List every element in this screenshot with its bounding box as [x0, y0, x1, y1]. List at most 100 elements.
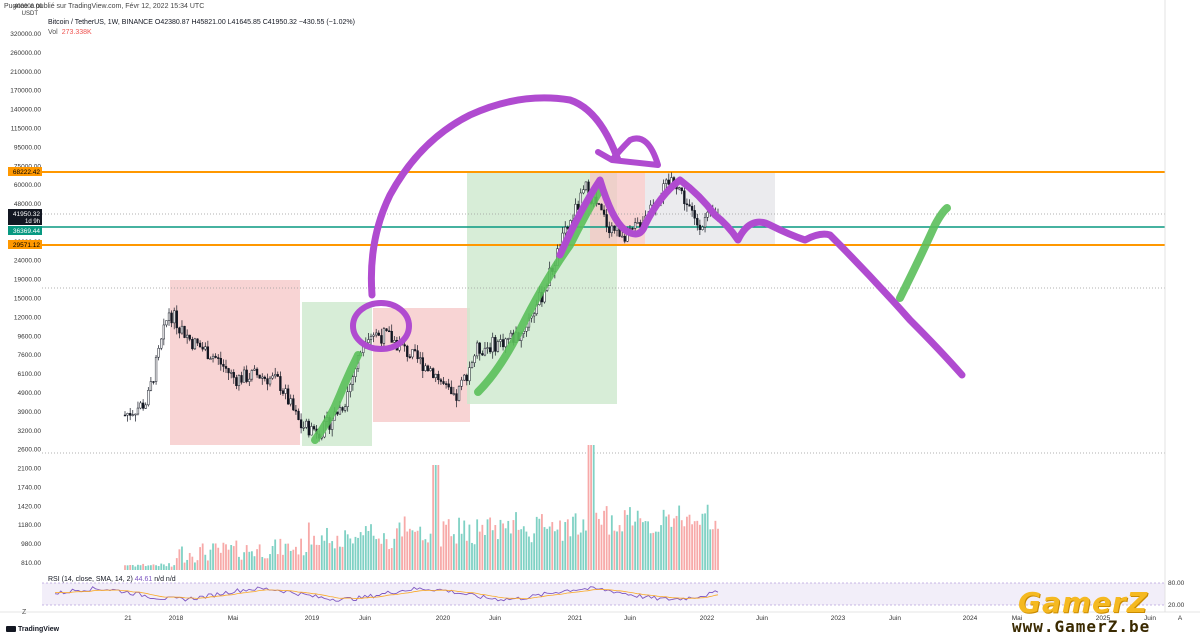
- volume-bar: [517, 529, 520, 570]
- candle-body: [299, 419, 303, 429]
- candle-body: [429, 368, 432, 372]
- time-label: 21: [124, 615, 132, 622]
- candle-body: [636, 222, 639, 224]
- volume-bar: [282, 554, 284, 570]
- time-label: 2020: [436, 615, 451, 622]
- volume-bar: [530, 542, 533, 570]
- candle-body: [305, 420, 308, 428]
- volume-bar: [214, 543, 217, 570]
- price-label: 2100.00: [18, 466, 42, 473]
- volume-bar: [297, 554, 300, 570]
- time-axis-labels[interactable]: 21 2018 Mai 2019 Juin 2020 Juin 2021 Juin 2022 Jui…: [124, 615, 1182, 622]
- volume-bar: [362, 535, 365, 570]
- candle-body: [481, 353, 484, 356]
- candle-body: [237, 375, 241, 387]
- volume-bar: [657, 531, 660, 570]
- price-label: 140000.00: [10, 107, 41, 114]
- tradingview-logo[interactable]: TradingView: [6, 626, 59, 633]
- candle-body: [455, 393, 458, 401]
- volume-bar: [191, 556, 194, 570]
- watermark-title: GamerZ: [1018, 586, 1149, 619]
- price-axis-labels[interactable]: 320000.00 260000.00 210000.00 170000.00 1400…: [10, 31, 41, 567]
- purple-circle[interactable]: [350, 300, 412, 352]
- volume-bar: [569, 536, 572, 570]
- volume-bar: [318, 544, 321, 570]
- green-stroke-2022[interactable]: [896, 204, 951, 302]
- candle-body: [667, 179, 670, 185]
- purple-arc[interactable]: [367, 94, 622, 299]
- candle-body: [149, 381, 153, 391]
- candle-body: [204, 346, 207, 350]
- candle-body: [375, 332, 378, 336]
- candle-body: [690, 205, 694, 211]
- zoom-button[interactable]: Z: [22, 609, 27, 616]
- price-label: 6100.00: [18, 371, 42, 378]
- volume-bar: [349, 538, 352, 570]
- candle-body: [434, 373, 437, 378]
- price-label: 7600.00: [18, 352, 42, 359]
- candle-body: [214, 355, 217, 358]
- volume-bar: [626, 514, 629, 570]
- price-label: 810.00: [21, 560, 41, 567]
- volume-bar: [313, 535, 315, 570]
- volume-bar: [597, 518, 600, 570]
- volume-bar: [471, 542, 473, 570]
- volume-bar: [450, 536, 453, 570]
- zone-green-2019[interactable]: [302, 302, 372, 446]
- volume-bar: [157, 566, 160, 570]
- drawings[interactable]: [311, 94, 966, 444]
- candle-body: [173, 310, 176, 324]
- purple-trend-path[interactable]: [556, 176, 966, 379]
- volume-bar: [279, 538, 282, 570]
- candle-body: [532, 313, 536, 317]
- volume-bar: [670, 526, 673, 570]
- candle-body: [281, 390, 285, 394]
- candle-body: [230, 372, 233, 374]
- candle-body: [387, 330, 391, 333]
- candle-body: [468, 367, 471, 382]
- volume-bar: [585, 530, 587, 570]
- volume-value: 273.338K: [61, 29, 92, 36]
- candle-body: [473, 355, 476, 364]
- volume-bar: [357, 537, 359, 570]
- green-stroke-2019[interactable]: [311, 351, 362, 444]
- candle-body: [245, 369, 248, 382]
- candle-body: [248, 378, 251, 382]
- candle-body: [478, 342, 481, 354]
- volume-bar: [541, 514, 543, 570]
- volume-bar: [173, 565, 176, 570]
- rsi-legend[interactable]: RSI (14, close, SMA, 14, 2) 44.61 n/d n/…: [48, 576, 176, 583]
- volume-bar: [642, 522, 644, 570]
- price-label: 1740.00: [18, 484, 42, 491]
- volume-bar: [440, 546, 442, 570]
- candle-body: [610, 225, 613, 234]
- volume-bars: [124, 445, 719, 570]
- candle-body: [504, 338, 507, 348]
- candle-body: [144, 404, 147, 409]
- zone-red-2019[interactable]: [373, 308, 470, 422]
- candle-body: [452, 393, 456, 395]
- symbol-legend[interactable]: Bitcoin / TetherUS, 1W, BINANCE O42380.8…: [48, 19, 355, 26]
- price-marker-box: [8, 209, 42, 225]
- volume-bar: [227, 549, 230, 570]
- volume-bar: [680, 520, 683, 570]
- candle-body: [289, 398, 292, 405]
- watermark-url: www.GamerZ.be: [1012, 617, 1151, 636]
- unit-currency: USDT: [21, 11, 38, 17]
- volume-bar: [502, 523, 504, 570]
- candle-body: [582, 189, 585, 194]
- volume-bar: [359, 532, 362, 570]
- green-stroke-2020[interactable]: [474, 186, 604, 396]
- volume-bar: [209, 549, 212, 570]
- purple-arrowhead[interactable]: [595, 135, 661, 168]
- volume-bar: [331, 541, 334, 570]
- volume-bar: [269, 554, 271, 570]
- volume-legend[interactable]: Vol 273.338K: [48, 29, 92, 36]
- zone-red-2018[interactable]: [170, 280, 300, 445]
- candle-body: [442, 381, 445, 384]
- volume-bar: [194, 562, 196, 570]
- volume-bar: [137, 564, 139, 570]
- time-label: Juin: [359, 615, 371, 622]
- volume-bar: [496, 539, 499, 570]
